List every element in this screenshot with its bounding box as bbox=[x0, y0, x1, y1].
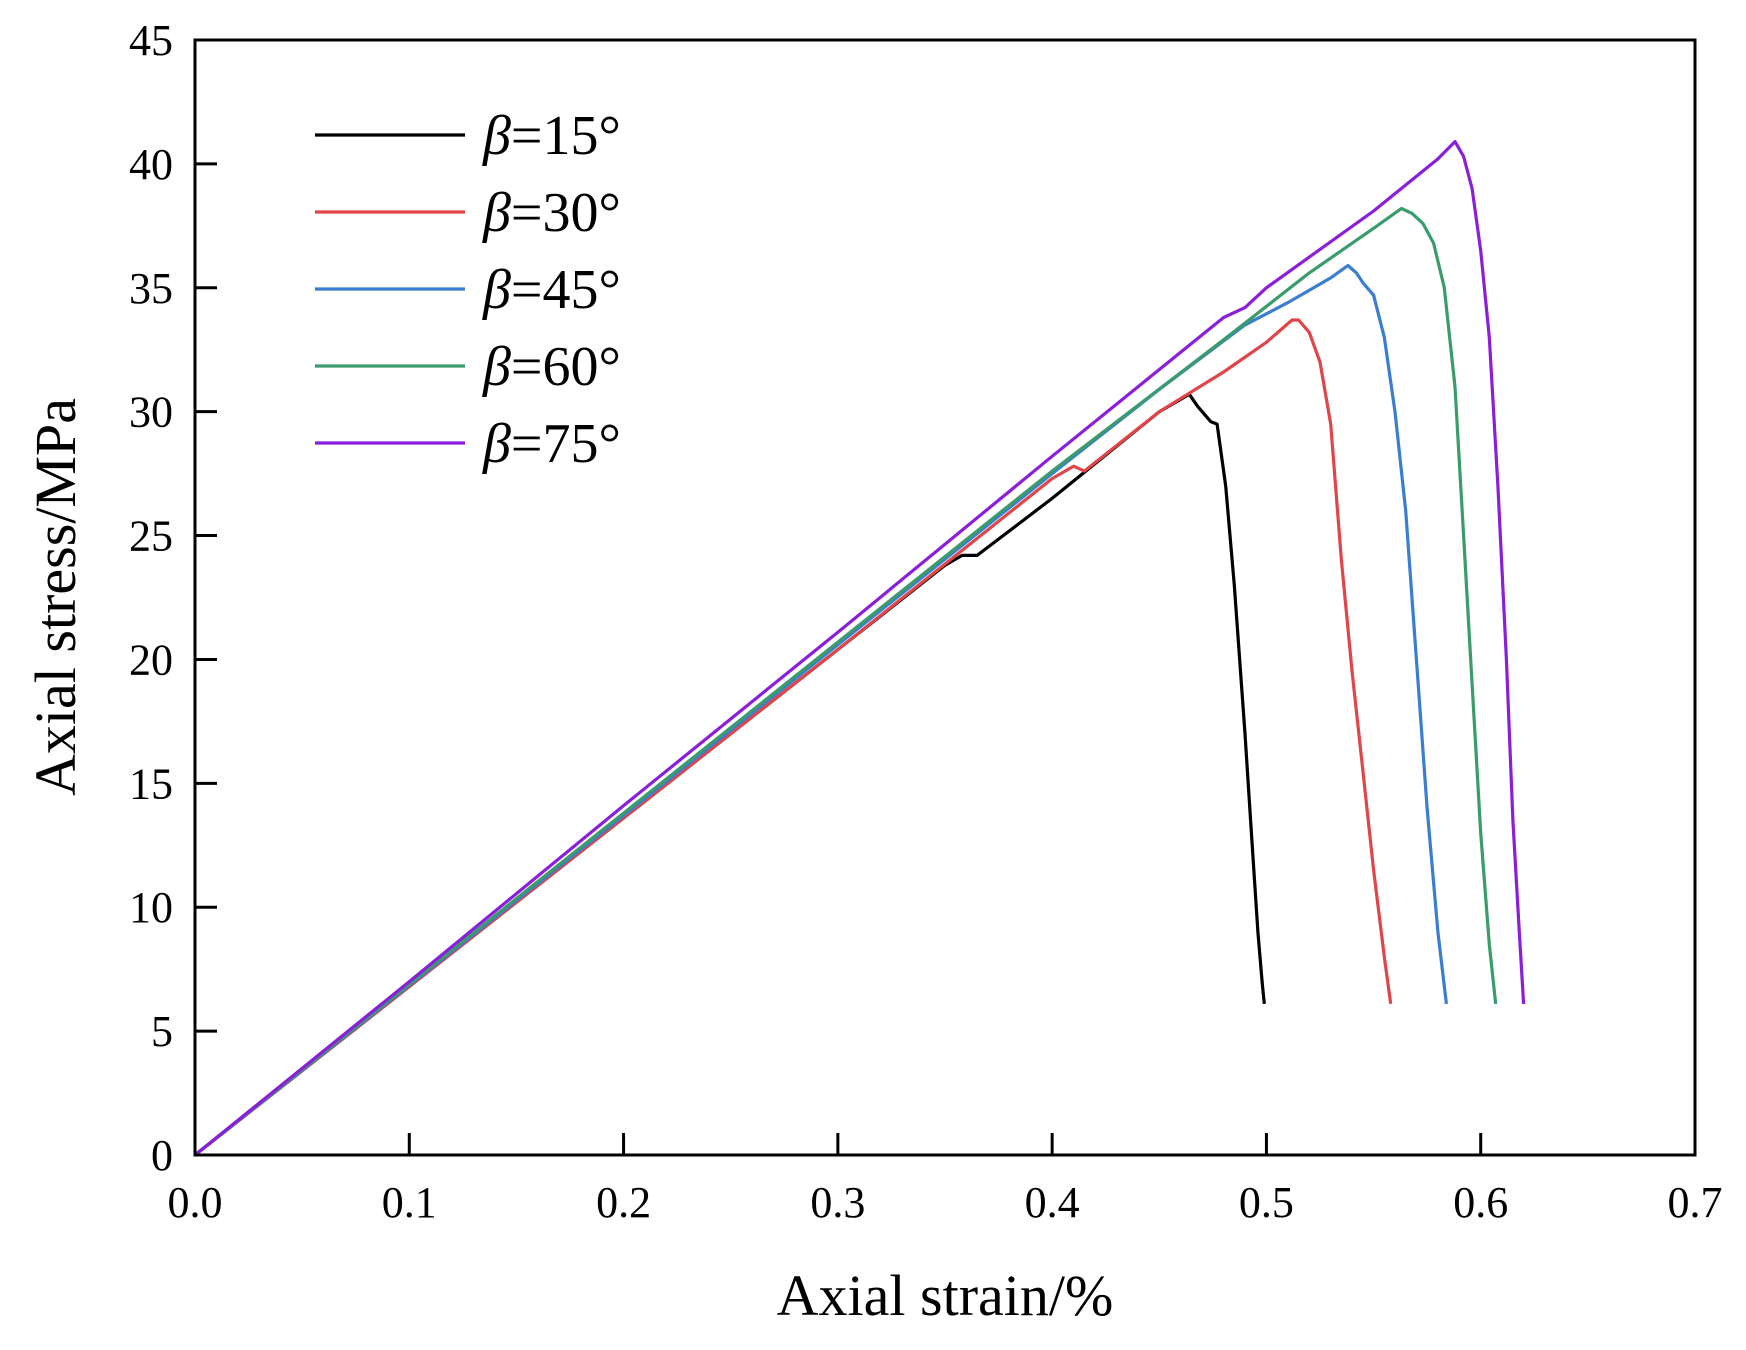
legend-beta-symbol: β bbox=[482, 336, 511, 398]
x-tick-label: 0.3 bbox=[810, 1178, 865, 1227]
y-tick-label: 35 bbox=[129, 264, 173, 313]
legend-beta-symbol: β bbox=[482, 413, 511, 475]
legend-angle-text: =15° bbox=[511, 105, 621, 167]
x-tick-label: 0.5 bbox=[1239, 1178, 1294, 1227]
legend-angle-text: =30° bbox=[511, 182, 621, 244]
x-tick-label: 0.7 bbox=[1668, 1178, 1723, 1227]
x-tick-label: 0.6 bbox=[1453, 1178, 1508, 1227]
legend-beta-symbol: β bbox=[482, 105, 511, 167]
series-line-4 bbox=[193, 140, 1526, 1157]
legend-label-2: β=45° bbox=[482, 259, 621, 321]
legend-angle-text: =75° bbox=[511, 413, 621, 475]
y-axis-title: Axial stress/MPa bbox=[23, 398, 88, 796]
series-layer bbox=[193, 140, 1526, 1157]
plot-area-frame bbox=[193, 38, 1697, 1157]
series-line-3 bbox=[194, 206, 1498, 1157]
legend-beta-symbol: β bbox=[482, 182, 511, 244]
y-tick-label: 5 bbox=[151, 1007, 173, 1056]
y-tick-label: 45 bbox=[129, 16, 173, 65]
y-tick-label: 30 bbox=[129, 388, 173, 437]
legend: β=15°β=30°β=45°β=60°β=75° bbox=[315, 105, 621, 475]
x-tick-label: 0.4 bbox=[1025, 1178, 1080, 1227]
y-tick-label: 10 bbox=[129, 883, 173, 932]
x-axis-title: Axial strain/% bbox=[777, 1263, 1114, 1328]
x-tick-label: 0.2 bbox=[596, 1178, 651, 1227]
y-tick-label: 20 bbox=[129, 635, 173, 684]
x-tick-label: 0.0 bbox=[168, 1178, 223, 1227]
series-line-1 bbox=[194, 318, 1393, 1157]
y-tick-label: 0 bbox=[151, 1131, 173, 1180]
legend-beta-symbol: β bbox=[482, 259, 511, 321]
y-tick-label: 15 bbox=[129, 759, 173, 808]
y-tick-label: 40 bbox=[129, 140, 173, 189]
legend-label-0: β=15° bbox=[482, 105, 621, 167]
legend-angle-text: =60° bbox=[511, 336, 621, 398]
legend-angle-text: =45° bbox=[511, 259, 621, 321]
x-tick-label: 0.1 bbox=[382, 1178, 437, 1227]
legend-label-1: β=30° bbox=[482, 182, 621, 244]
ticks-layer: 0.0 0.1 0.2 0.3 0.4 0.5 0.6 0.7 0 5 10 15 20 25 30 35 40… bbox=[129, 16, 1723, 1227]
legend-label-3: β=60° bbox=[482, 336, 621, 398]
y-tick-label: 25 bbox=[129, 512, 173, 561]
series-line-2 bbox=[194, 263, 1448, 1157]
legend-label-4: β=75° bbox=[482, 413, 621, 475]
